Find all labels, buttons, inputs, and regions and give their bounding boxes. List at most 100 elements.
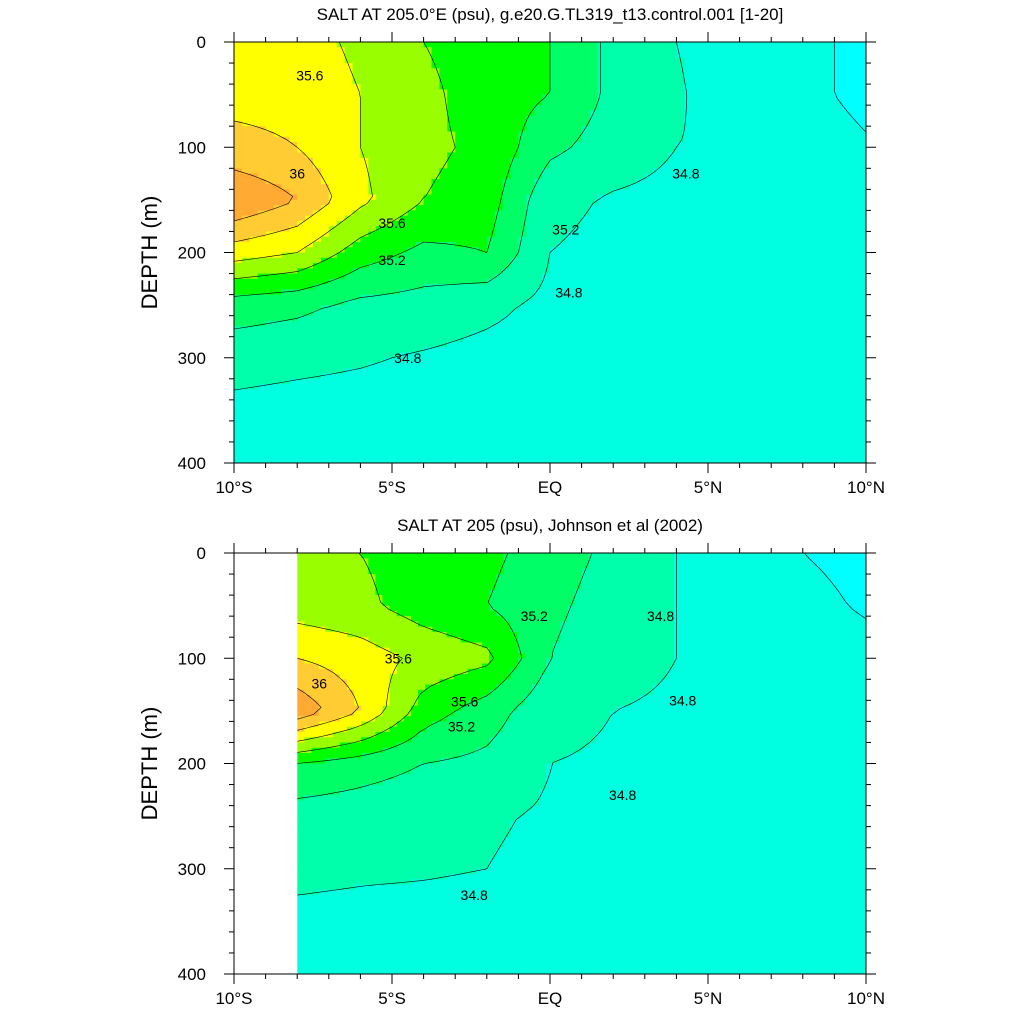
salinity-cell bbox=[794, 215, 804, 222]
salinity-cell bbox=[755, 152, 764, 159]
salinity-cell bbox=[747, 47, 756, 54]
salinity-cell bbox=[431, 347, 440, 354]
salinity-cell bbox=[376, 247, 385, 254]
salinity-cell bbox=[455, 120, 464, 127]
salinity-cell bbox=[621, 205, 630, 211]
salinity-cell bbox=[439, 294, 448, 301]
salinity-cell bbox=[352, 220, 361, 227]
salinity-cell bbox=[257, 368, 267, 375]
salinity-cell bbox=[834, 299, 843, 306]
salinity-cell bbox=[573, 257, 583, 264]
salinity-cell bbox=[360, 278, 369, 285]
salinity-cell bbox=[328, 236, 338, 243]
salinity-cell bbox=[415, 84, 425, 90]
salinity-cell bbox=[439, 215, 448, 222]
salinity-cell bbox=[234, 215, 243, 222]
salinity-cell bbox=[660, 199, 670, 206]
salinity-cell bbox=[723, 352, 733, 359]
salinity-cell bbox=[328, 305, 338, 311]
salinity-cell bbox=[423, 326, 433, 333]
salinity-cell bbox=[257, 247, 267, 254]
salinity-cell bbox=[542, 131, 551, 138]
salinity-cell bbox=[731, 194, 741, 201]
salinity-cell bbox=[818, 89, 828, 96]
salinity-cell bbox=[613, 110, 622, 117]
salinity-cell bbox=[573, 73, 583, 80]
salinity-cell bbox=[336, 168, 346, 175]
salinity-cell bbox=[534, 73, 543, 80]
salinity-cell bbox=[692, 310, 701, 317]
salinity-cell bbox=[297, 163, 306, 169]
salinity-cell bbox=[471, 352, 480, 359]
salinity-cell bbox=[700, 47, 709, 54]
salinity-cell bbox=[399, 347, 409, 354]
salinity-cell bbox=[747, 289, 756, 296]
salinity-cell bbox=[510, 347, 519, 354]
salinity-cell bbox=[526, 99, 535, 106]
salinity-cell bbox=[684, 278, 693, 285]
salinity-cell bbox=[360, 147, 369, 154]
salinity-cell bbox=[652, 131, 662, 138]
salinity-cell bbox=[550, 136, 559, 143]
salinity-cell bbox=[636, 263, 646, 269]
salinity-cell bbox=[834, 84, 843, 90]
salinity-cell bbox=[557, 310, 567, 317]
salinity-cell bbox=[818, 336, 828, 343]
salinity-cell bbox=[621, 247, 630, 254]
salinity-cell bbox=[352, 368, 361, 375]
salinity-cell bbox=[676, 115, 685, 122]
salinity-cell bbox=[502, 315, 512, 322]
salinity-cell bbox=[305, 47, 314, 54]
salinity-cell bbox=[463, 289, 472, 296]
salinity-cell bbox=[510, 84, 519, 90]
salinity-cell bbox=[842, 63, 851, 69]
salinity-cell bbox=[289, 157, 298, 164]
salinity-cell bbox=[320, 268, 330, 275]
salinity-cell bbox=[392, 68, 401, 75]
salinity-cell bbox=[344, 236, 354, 243]
salinity-cell bbox=[644, 278, 654, 285]
salinity-cell bbox=[763, 184, 772, 190]
salinity-cell bbox=[265, 241, 275, 248]
salinity-cell bbox=[771, 99, 780, 106]
salinity-cell bbox=[715, 131, 725, 138]
salinity-cell bbox=[447, 184, 456, 190]
salinity-cell bbox=[787, 215, 796, 222]
salinity-cell bbox=[779, 268, 788, 275]
salinity-cell bbox=[573, 68, 583, 75]
salinity-cell bbox=[660, 215, 670, 222]
salinity-cell bbox=[810, 299, 820, 306]
salinity-cell bbox=[494, 236, 504, 243]
salinity-cell bbox=[534, 263, 543, 269]
salinity-cell bbox=[494, 94, 504, 101]
salinity-cell bbox=[565, 115, 575, 122]
salinity-cell bbox=[249, 163, 259, 169]
salinity-cell bbox=[344, 310, 354, 317]
salinity-cell bbox=[636, 257, 646, 264]
salinity-cell bbox=[636, 157, 646, 164]
salinity-cell bbox=[534, 173, 543, 180]
salinity-cell bbox=[399, 294, 409, 301]
salinity-cell bbox=[692, 84, 701, 90]
salinity-cell bbox=[471, 231, 480, 238]
salinity-cell bbox=[723, 310, 733, 317]
salinity-cell bbox=[613, 241, 622, 248]
salinity-cell bbox=[557, 168, 567, 175]
salinity-cell bbox=[249, 84, 259, 90]
salinity-cell bbox=[597, 289, 606, 296]
salinity-cell bbox=[739, 341, 749, 348]
salinity-cell bbox=[376, 299, 385, 306]
salinity-cell bbox=[723, 215, 733, 222]
salinity-cell bbox=[265, 184, 275, 190]
salinity-cell bbox=[447, 331, 456, 338]
salinity-cell bbox=[550, 305, 559, 311]
salinity-cell bbox=[550, 247, 559, 254]
salinity-cell bbox=[273, 352, 282, 359]
salinity-cell bbox=[605, 126, 614, 133]
salinity-cell bbox=[660, 336, 670, 343]
salinity-cell bbox=[676, 289, 685, 296]
salinity-cell bbox=[368, 157, 377, 164]
salinity-cell bbox=[581, 194, 591, 201]
salinity-cell bbox=[297, 220, 306, 227]
salinity-cell bbox=[399, 363, 409, 369]
